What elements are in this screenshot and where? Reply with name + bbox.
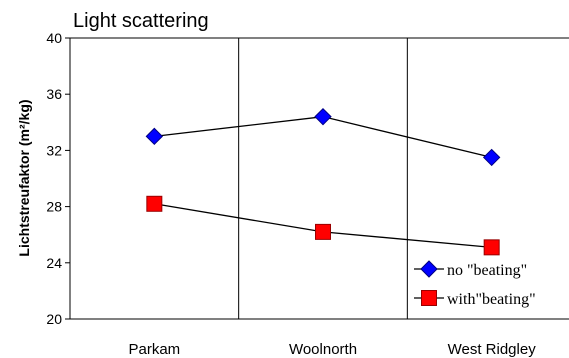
y-tick-label: 28 — [46, 199, 62, 215]
y-tick-label: 36 — [46, 86, 62, 102]
label-layer: 20 24 28 32 36 40 Parkam Woolnorth West Ridgley L… — [16, 10, 536, 358]
series-layer — [145, 107, 501, 256]
x-tick-label: Parkam — [128, 341, 180, 358]
x-tick-label: Woolnorth — [289, 341, 357, 358]
legend: no "beating" with"beating" — [414, 260, 536, 308]
grid-layer — [70, 37, 569, 319]
y-tick-label: 40 — [46, 30, 62, 46]
series-1-point — [314, 107, 332, 126]
legend-marker — [421, 290, 437, 306]
y-axis-label: Lichtstreufaktor (m²/kg) — [16, 99, 32, 256]
legend-label: no "beating" — [447, 262, 527, 279]
series-2-point — [315, 223, 331, 240]
y-tick-label: 20 — [46, 311, 62, 327]
x-tick-label: West Ridgley — [448, 341, 537, 358]
legend-label: with"beating" — [447, 291, 536, 308]
series-1-point — [145, 127, 164, 146]
chart-title: Light scattering — [73, 10, 209, 32]
series-1-point — [482, 148, 501, 167]
legend-marker — [420, 260, 438, 278]
series-2-point — [483, 239, 500, 256]
axis-layer — [65, 37, 569, 320]
series-2-point — [146, 195, 163, 212]
y-tick-label: 24 — [46, 255, 62, 271]
y-tick-label: 32 — [46, 142, 62, 158]
